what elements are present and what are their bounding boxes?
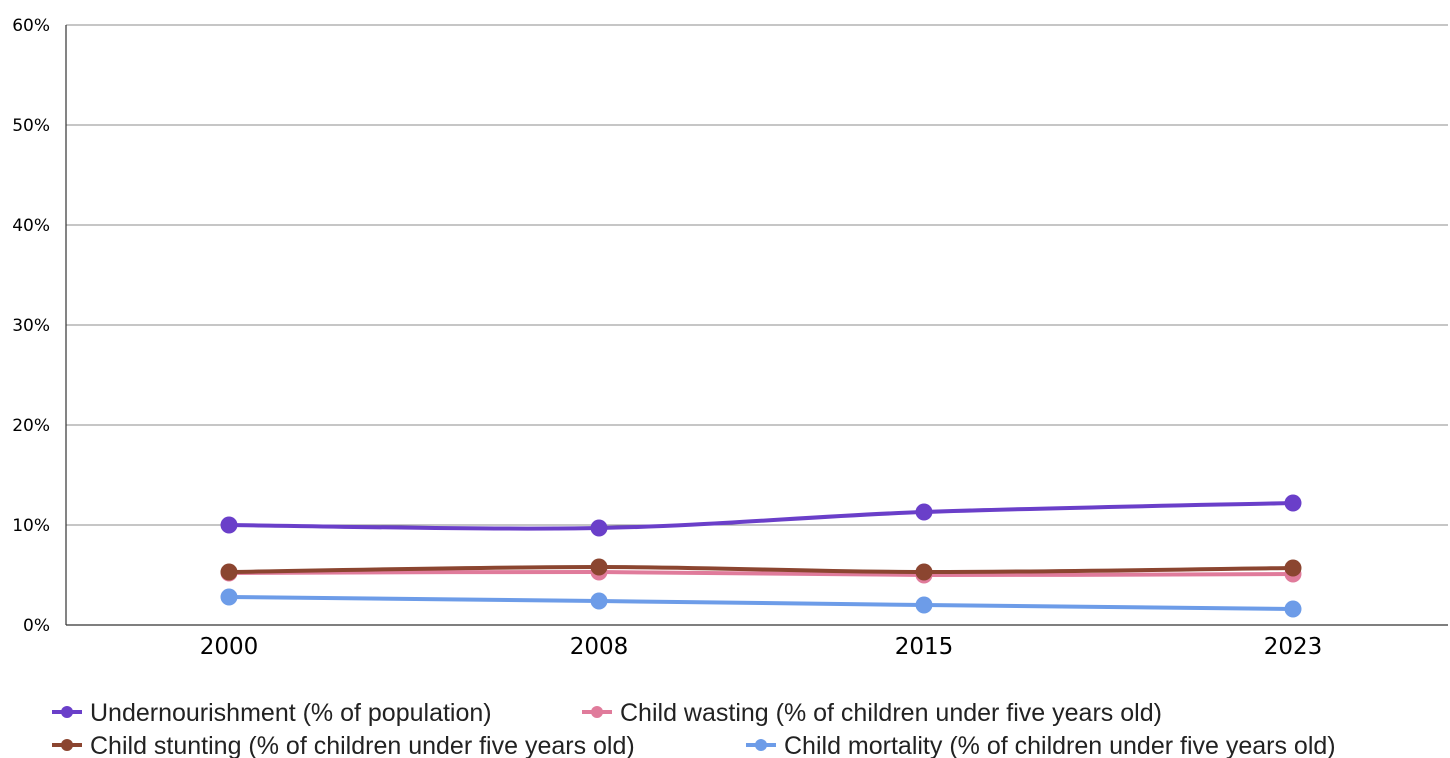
series-line	[227, 564, 1295, 575]
series-line	[227, 595, 1295, 611]
legend-label: Child stunting (% of children under five…	[90, 732, 635, 758]
data-point	[590, 519, 608, 537]
data-point	[220, 563, 238, 581]
gridlines	[66, 24, 1448, 526]
series-4	[220, 588, 1302, 618]
axes	[65, 25, 1448, 626]
legend-swatch-marker	[61, 706, 73, 718]
legend-swatch-marker	[591, 706, 603, 718]
x-tick-label: 2015	[895, 634, 954, 660]
y-tick-label: 30%	[12, 316, 50, 336]
y-axis-ticks: 0% 10% 20% 30% 40% 50% 60%	[12, 16, 50, 636]
legend-swatch-marker	[61, 739, 73, 751]
data-point	[915, 596, 933, 614]
series-line	[227, 569, 1295, 578]
x-axis-ticks: 2000 2008 2015 2023	[200, 634, 1323, 660]
data-point	[220, 588, 238, 606]
series-3	[220, 558, 1302, 581]
series-lines	[220, 494, 1302, 618]
legend-item: Child stunting (% of children under five…	[52, 732, 635, 758]
y-tick-label: 40%	[12, 216, 50, 236]
data-point	[220, 516, 238, 534]
legend-item: Child mortality (% of children under fiv…	[746, 732, 1336, 758]
x-tick-label: 2023	[1264, 634, 1323, 660]
legend: Undernourishment (% of population) Child …	[52, 699, 1336, 758]
legend-label: Undernourishment (% of population)	[90, 699, 492, 727]
data-point	[1284, 559, 1302, 577]
data-point	[1284, 494, 1302, 512]
data-point	[590, 558, 608, 576]
series-1	[220, 494, 1302, 537]
series-2	[220, 563, 1302, 584]
y-tick-label: 20%	[12, 416, 50, 436]
y-tick-label: 10%	[12, 516, 50, 536]
x-tick-label: 2008	[570, 634, 629, 660]
data-point	[1284, 600, 1302, 618]
data-point	[590, 592, 608, 610]
series-line	[227, 501, 1295, 531]
legend-item: Undernourishment (% of population)	[52, 699, 492, 727]
y-tick-label: 60%	[12, 16, 50, 36]
legend-swatch-marker	[755, 739, 767, 751]
x-tick-label: 2000	[200, 634, 259, 660]
legend-label: Child mortality (% of children under fiv…	[784, 732, 1336, 758]
data-point	[915, 563, 933, 581]
legend-item: Child wasting (% of children under five …	[582, 699, 1162, 727]
y-tick-label: 50%	[12, 116, 50, 136]
y-tick-label: 0%	[23, 616, 50, 636]
legend-label: Child wasting (% of children under five …	[620, 699, 1162, 727]
data-point	[915, 503, 933, 521]
